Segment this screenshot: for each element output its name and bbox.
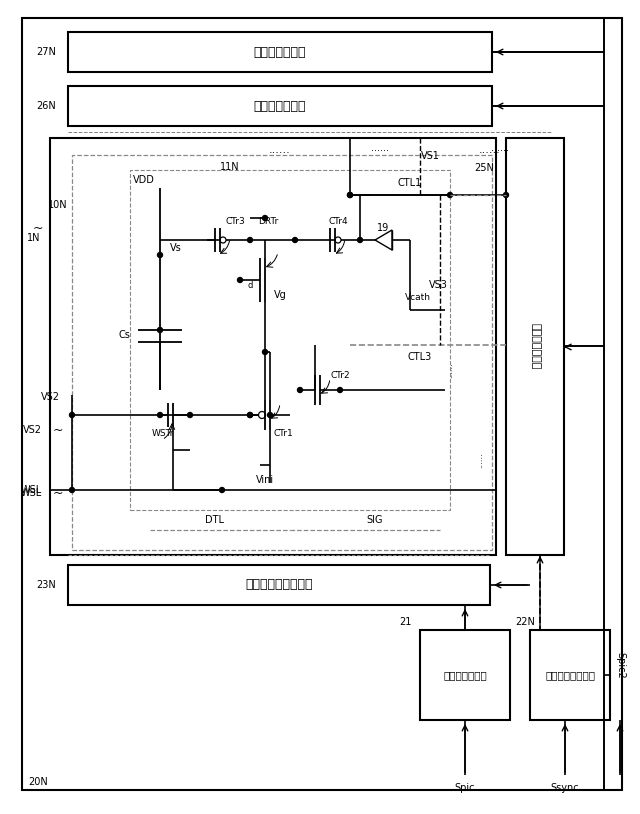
Text: 画像信号処理部: 画像信号処理部 [443,670,487,680]
Circle shape [248,413,253,418]
Text: d: d [247,281,253,290]
Text: WSL: WSL [20,485,42,495]
Text: 21: 21 [399,617,412,627]
Text: Spic2: Spic2 [615,652,625,678]
Text: 23N: 23N [36,580,56,590]
Text: VS3: VS3 [429,280,447,290]
Bar [530,630,610,720]
Circle shape [337,387,342,392]
Circle shape [348,192,353,198]
Text: データ線駆動部: データ線駆動部 [530,323,540,370]
Text: Cs: Cs [118,330,130,340]
Text: ......: ...... [479,145,501,155]
Text: Ssync: Ssync [550,783,579,793]
Bar [72,155,492,550]
Circle shape [259,412,266,418]
Text: 11N: 11N [220,162,239,172]
Circle shape [447,192,452,198]
Text: ~: ~ [33,221,44,234]
Circle shape [70,413,74,418]
Bar [68,86,492,126]
Text: Spic: Spic [455,783,476,793]
Text: Vini: Vini [256,475,274,485]
Text: VS2: VS2 [41,392,60,402]
Text: 走査線駆動回路: 走査線駆動回路 [253,99,307,112]
Circle shape [220,237,226,243]
Text: DTL: DTL [205,515,225,525]
Circle shape [237,278,243,282]
Circle shape [188,413,193,418]
Text: VS2: VS2 [23,425,42,435]
Text: ......: ...... [269,145,291,155]
Circle shape [504,192,509,198]
Circle shape [292,238,298,243]
Circle shape [220,488,225,492]
Text: CTL1: CTL1 [398,178,422,188]
Text: WSTr: WSTr [152,428,174,437]
Text: VS1: VS1 [420,151,440,161]
Circle shape [157,327,163,332]
Text: CTL3: CTL3 [408,352,432,362]
Text: DRTr: DRTr [258,217,278,226]
Circle shape [335,237,341,243]
Text: 1N: 1N [28,233,41,243]
Bar [420,630,510,720]
Text: WSL: WSL [20,488,42,498]
Text: CTr4: CTr4 [328,217,348,226]
Text: 10N: 10N [48,200,68,210]
Text: ......: ...... [476,452,484,468]
Text: ~: ~ [52,423,63,436]
Text: VDD: VDD [133,175,155,185]
Circle shape [157,252,163,257]
Bar [130,170,450,510]
Circle shape [298,387,303,392]
Circle shape [262,216,268,221]
Circle shape [248,413,253,418]
Bar [50,138,496,555]
Bar [68,565,490,605]
Text: CTr2: CTr2 [330,371,350,380]
Text: Vs: Vs [170,243,182,253]
Circle shape [348,192,353,198]
Bar [68,32,492,72]
Text: 26N: 26N [36,101,56,111]
Text: 22N: 22N [515,617,535,627]
Text: CTr3: CTr3 [225,217,245,226]
Text: タイミング生成部: タイミング生成部 [545,670,595,680]
Text: Vg: Vg [274,290,286,300]
Text: ......: ...... [491,143,509,153]
Text: ......: ...... [371,143,389,153]
Circle shape [248,238,253,243]
Circle shape [358,238,362,243]
Circle shape [262,349,268,355]
Text: 20N: 20N [28,777,48,787]
Text: CTr1: CTr1 [273,428,293,437]
Circle shape [157,413,163,418]
Text: ~: ~ [52,487,63,500]
Text: 走査線駆動回路及量: 走査線駆動回路及量 [245,579,313,592]
Text: ......: ...... [445,362,454,378]
Text: 19: 19 [377,223,389,233]
Text: Vcath: Vcath [405,294,431,303]
Circle shape [70,488,74,492]
Text: 27N: 27N [36,47,56,57]
Text: 25N: 25N [474,163,494,173]
Bar [506,138,564,555]
Text: SIG: SIG [367,515,383,525]
Text: 走査線駆動回路: 走査線駆動回路 [253,46,307,59]
Circle shape [268,413,273,418]
